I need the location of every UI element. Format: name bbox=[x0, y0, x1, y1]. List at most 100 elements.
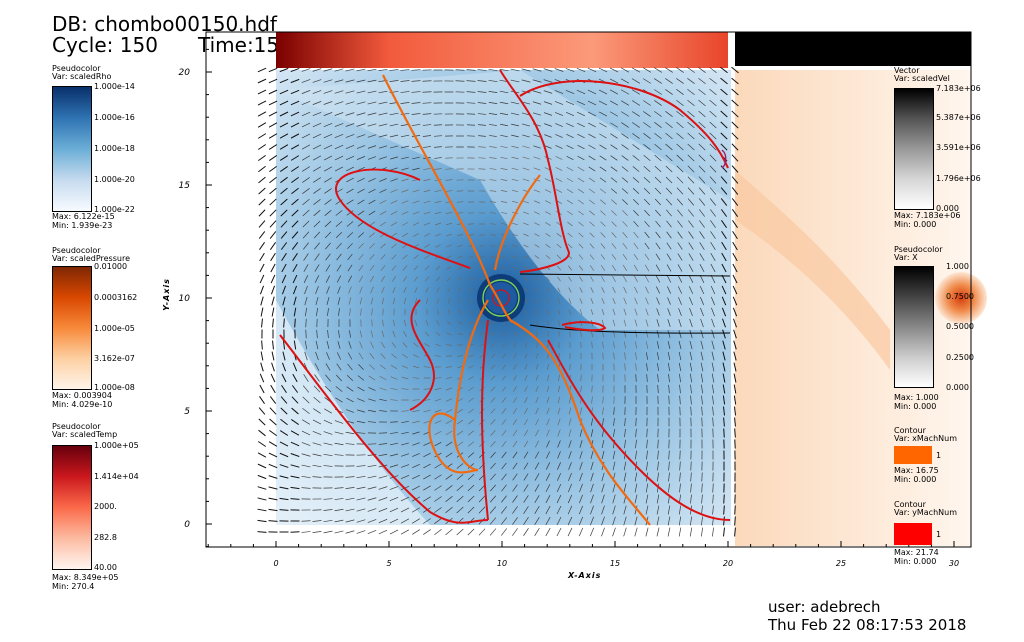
vector-arrow bbox=[501, 484, 507, 492]
vector-arrow bbox=[369, 275, 375, 283]
vector-arrow bbox=[345, 519, 355, 523]
vector-arrow bbox=[623, 319, 627, 327]
legend-max: Max: 21.74 bbox=[894, 548, 939, 557]
vector-arrow bbox=[314, 363, 320, 371]
vector-arrow bbox=[579, 276, 583, 282]
vector-arrow bbox=[258, 154, 266, 162]
vector-arrow bbox=[402, 254, 408, 260]
vector-arrow bbox=[412, 453, 420, 457]
vector-arrow bbox=[676, 100, 684, 106]
vector-arrow bbox=[668, 395, 670, 405]
vector-arrow bbox=[257, 497, 267, 501]
vector-arrow bbox=[271, 351, 275, 361]
vector-arrow bbox=[261, 318, 263, 328]
vector-arrow bbox=[620, 67, 630, 73]
vector-arrow bbox=[612, 494, 616, 504]
vector-arrow bbox=[568, 309, 572, 315]
vector-arrow bbox=[700, 307, 704, 317]
vector-arrow bbox=[699, 264, 705, 272]
vector-arrow bbox=[323, 166, 333, 172]
vector-arrow bbox=[710, 274, 716, 284]
vector-arrow bbox=[302, 177, 310, 183]
vector-arrow bbox=[678, 340, 682, 350]
vector-arrow bbox=[734, 428, 736, 438]
vector-arrow bbox=[555, 189, 563, 193]
vector-arrow bbox=[446, 320, 452, 326]
vector-arrow bbox=[732, 263, 738, 273]
legend-max: Max: 0.003904 bbox=[52, 391, 112, 400]
vector-arrow bbox=[389, 464, 399, 468]
vector-arrow bbox=[667, 505, 671, 515]
vector-arrow bbox=[456, 463, 464, 469]
vector-arrow bbox=[434, 485, 442, 491]
vector-arrow bbox=[711, 351, 715, 361]
vector-arrow bbox=[423, 146, 431, 148]
vector-arrow bbox=[611, 199, 617, 205]
vector-arrow bbox=[292, 274, 298, 284]
vector-arrow bbox=[490, 408, 496, 414]
vector-arrow bbox=[268, 89, 278, 95]
vector-arrow bbox=[367, 508, 377, 512]
vector-arrow bbox=[467, 506, 475, 514]
legend-tick: 0.2500 bbox=[946, 353, 974, 362]
legend-tick: 1.000e-22 bbox=[94, 205, 135, 214]
vector-arrow bbox=[291, 176, 299, 184]
vector-arrow bbox=[545, 494, 551, 504]
vector-arrow bbox=[712, 494, 714, 504]
vector-arrow bbox=[290, 78, 300, 84]
vector-arrow bbox=[511, 178, 519, 182]
vector-arrow bbox=[356, 420, 366, 424]
vector-arrow bbox=[598, 67, 608, 73]
vector-arrow bbox=[733, 362, 737, 372]
vector-arrow bbox=[315, 307, 319, 317]
vector-arrow bbox=[720, 187, 728, 195]
vector-arrow bbox=[301, 453, 311, 457]
vector-arrow bbox=[555, 123, 563, 127]
contour-swatch bbox=[894, 523, 932, 545]
vector-arrow bbox=[579, 472, 583, 482]
vector-arrow bbox=[635, 352, 637, 360]
vector-arrow bbox=[499, 101, 509, 105]
vector-arrow bbox=[699, 231, 705, 239]
vector-arrow bbox=[502, 342, 506, 348]
vector-arrow bbox=[370, 341, 374, 349]
vector-arrow bbox=[392, 330, 396, 338]
vector-arrow bbox=[345, 90, 355, 94]
vector-arrow bbox=[334, 112, 344, 116]
vector-arrow bbox=[689, 318, 693, 328]
vector-arrow bbox=[268, 497, 278, 501]
vector-arrow bbox=[269, 231, 277, 239]
vector-arrow bbox=[457, 234, 463, 236]
vector-arrow bbox=[313, 199, 321, 205]
vector-arrow bbox=[425, 320, 429, 326]
vector-arrow bbox=[466, 80, 476, 82]
vector-arrow bbox=[336, 242, 342, 250]
vector-arrow bbox=[456, 495, 464, 503]
vector-arrow bbox=[356, 101, 366, 105]
vector-arrow bbox=[667, 330, 671, 338]
vector-arrow bbox=[401, 156, 409, 160]
vector-arrow bbox=[412, 189, 420, 193]
vector-arrow bbox=[400, 529, 410, 535]
vector-arrow bbox=[590, 505, 594, 515]
vector-arrow bbox=[314, 253, 320, 261]
vector-arrow bbox=[687, 132, 695, 140]
vector-arrow bbox=[578, 199, 584, 205]
vector-arrow bbox=[345, 443, 355, 445]
vector-arrow bbox=[613, 341, 615, 349]
vector-arrow bbox=[269, 220, 277, 228]
vector-arrow bbox=[655, 209, 661, 217]
vector-arrow bbox=[390, 221, 398, 227]
vector-arrow bbox=[634, 275, 638, 283]
vector-arrow bbox=[524, 353, 528, 359]
plot-frame bbox=[205, 31, 972, 548]
vector-arrow bbox=[445, 452, 453, 458]
vector-arrow bbox=[356, 156, 366, 160]
vector-arrow bbox=[654, 111, 662, 117]
vector-arrow bbox=[635, 450, 637, 460]
legend-max: Max: 8.349e+05 bbox=[52, 573, 119, 582]
vector-arrow bbox=[566, 133, 574, 139]
vector-arrow bbox=[477, 113, 487, 115]
vector-arrow bbox=[731, 110, 739, 118]
vector-arrow bbox=[709, 154, 717, 162]
